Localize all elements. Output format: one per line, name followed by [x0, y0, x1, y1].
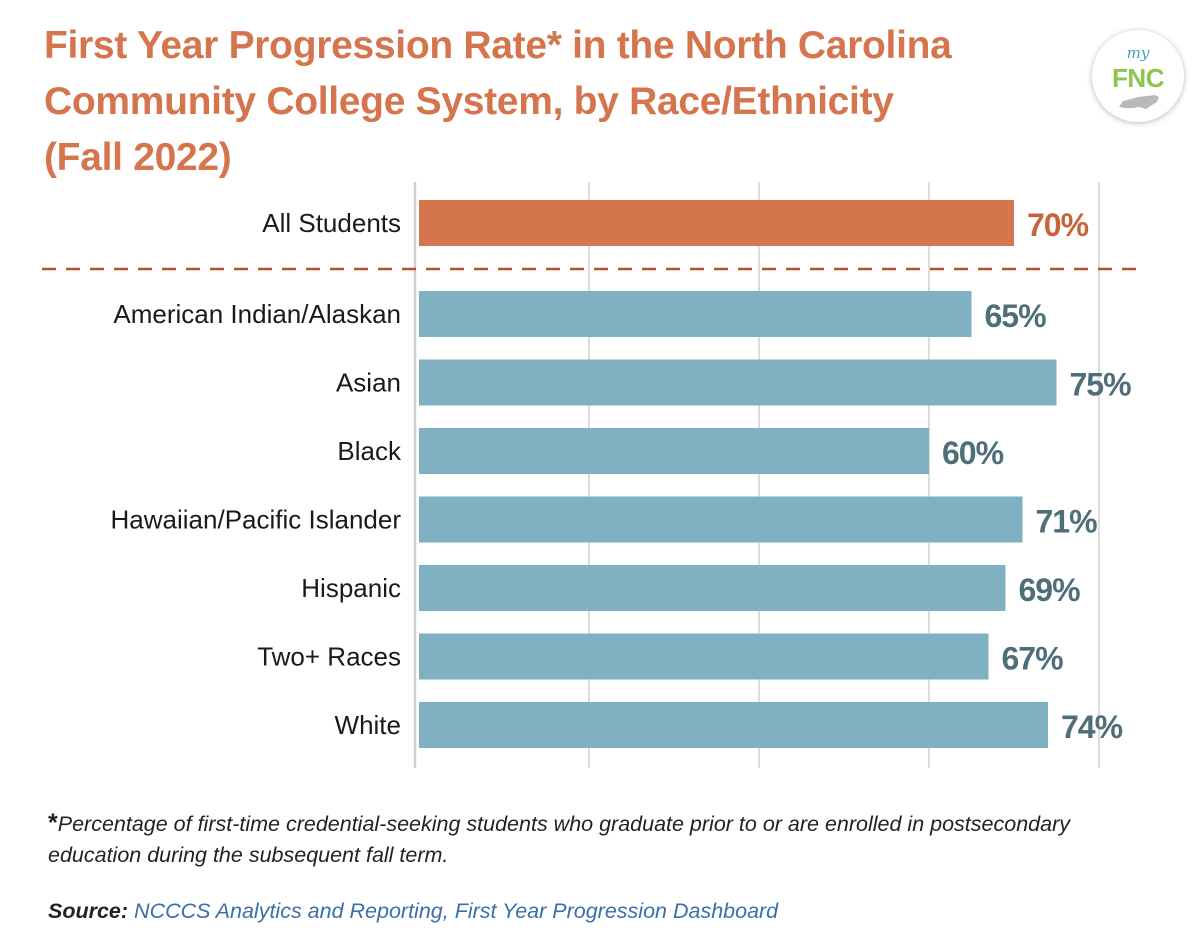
category-label-asian: Asian — [336, 368, 401, 398]
source-text: NCCCS Analytics and Reporting, First Yea… — [134, 899, 779, 923]
value-label-asian: 75% — [1070, 367, 1132, 403]
north-carolina-map-icon — [1119, 95, 1159, 109]
value-label-all-students: 70% — [1027, 207, 1089, 243]
bar-hawaiian-pacific-islander — [419, 496, 1023, 543]
bar-white — [419, 702, 1048, 748]
source-label: Source: — [48, 899, 129, 923]
category-label-white: White — [335, 710, 401, 740]
footnote-text: Percentage of first-time credential-seek… — [48, 812, 1070, 867]
gridlines — [413, 182, 1100, 768]
bars: All Students 70% American Indian/Alaskan 65… — [42, 200, 1136, 748]
chart-title: First Year Progression Rate* in the Nort… — [44, 18, 1044, 186]
bar-asian — [419, 359, 1057, 406]
footnote-marker: * — [48, 809, 58, 837]
bar-american-indian-alaskan — [419, 291, 972, 337]
category-label-all-students: All Students — [262, 208, 401, 238]
category-label-black: Black — [337, 436, 402, 466]
value-label-hawaiian-pacific-islander: 71% — [1036, 504, 1098, 540]
logo-my-text: my — [1126, 44, 1150, 62]
value-label-american-indian-alaskan: 65% — [985, 298, 1047, 334]
value-label-white: 74% — [1061, 709, 1123, 745]
bar-two-races — [419, 633, 989, 680]
category-label-hawaiian-pacific-islander: Hawaiian/Pacific Islander — [111, 505, 402, 535]
category-label-american-indian-alaskan: American Indian/Alaskan — [113, 299, 401, 329]
title-line-1: First Year Progression Rate* in the Nort… — [44, 24, 952, 67]
bar-hispanic — [419, 565, 1006, 611]
category-label-hispanic: Hispanic — [301, 573, 401, 603]
category-label-two-races: Two+ Races — [257, 642, 401, 672]
title-line-2: Community College System, by Race/Ethnic… — [44, 80, 894, 123]
bar-chart: All Students 70% American Indian/Alaskan 65… — [42, 182, 1136, 768]
value-label-black: 60% — [942, 435, 1004, 471]
logo-fnc-text: FNC — [1112, 63, 1164, 93]
title-line-3: (Fall 2022) — [44, 136, 232, 179]
myfnc-logo: my FNC — [1092, 30, 1184, 122]
bar-black — [419, 428, 929, 474]
value-label-two-races: 67% — [1002, 641, 1064, 677]
value-label-hispanic: 69% — [1019, 572, 1081, 608]
source-line: Source: NCCCS Analytics and Reporting, F… — [48, 896, 778, 926]
footnote: *Percentage of first-time credential-see… — [48, 808, 1158, 871]
bar-all-students — [419, 200, 1014, 246]
